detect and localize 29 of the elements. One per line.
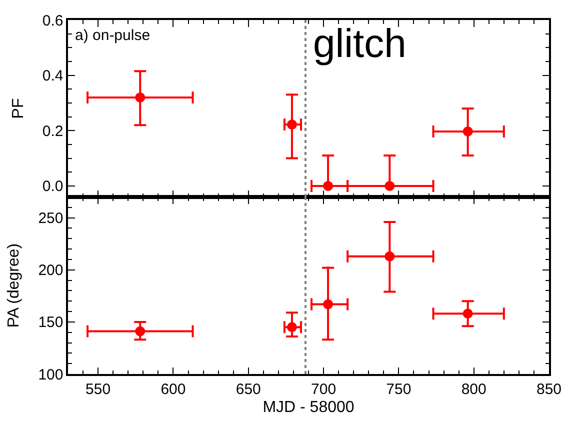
point xyxy=(323,299,334,310)
point xyxy=(384,251,395,262)
annotation: glitch xyxy=(313,22,406,66)
x-tick-label: 550 xyxy=(86,380,111,398)
point xyxy=(323,180,334,191)
point xyxy=(286,120,297,130)
x-axis-title: MJD - 58000 xyxy=(262,398,354,416)
x-tick-label: 850 xyxy=(536,380,562,398)
point xyxy=(462,126,473,136)
y-tick-label: 0.0 xyxy=(42,178,64,196)
x-tick-label: 600 xyxy=(160,380,186,398)
annotation: a) on-pulse xyxy=(75,27,150,44)
y-tick-label: 150 xyxy=(38,314,64,332)
x-tick-label: 700 xyxy=(311,380,336,398)
point xyxy=(384,180,395,191)
y-axis-title: PA (degree) xyxy=(6,243,23,328)
x-tick-label: 800 xyxy=(461,380,486,398)
y-tick-label: 0.2 xyxy=(42,122,64,140)
point xyxy=(135,92,146,102)
point xyxy=(286,322,297,332)
y-axis-title: PF xyxy=(10,98,27,119)
point xyxy=(462,308,473,319)
x-tick-label: 750 xyxy=(386,380,412,398)
y-tick-label: 0.4 xyxy=(42,68,64,85)
y-tick-label: 0.6 xyxy=(42,12,64,30)
y-tick-label: 250 xyxy=(38,210,64,228)
y-tick-label: 200 xyxy=(38,262,64,280)
y-tick-label: 100 xyxy=(38,366,64,384)
x-tick-label: 650 xyxy=(236,380,261,398)
